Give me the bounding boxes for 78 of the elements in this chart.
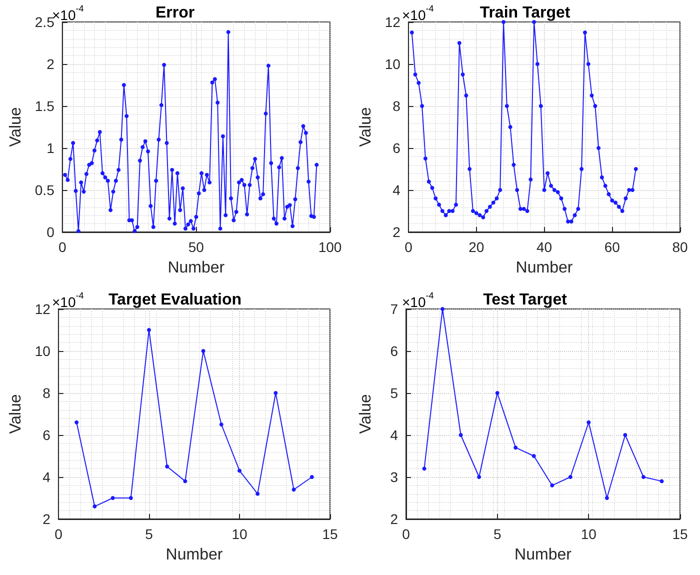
point [165,464,170,468]
y-tick-label: 4 [390,427,398,443]
y-axis-title: Value [358,394,374,434]
y-axis-title: Value [8,107,24,147]
chart-title: Target Evaluation [108,292,242,308]
x-tick-label: 50 [188,239,204,255]
y-tick-label: 2 [390,511,398,527]
y-tick-label: 8 [392,98,401,114]
point [641,475,646,479]
x-tick-label: 10 [232,526,248,542]
y-tick-label: 10 [34,343,51,359]
y-tick-label: 4 [392,182,401,198]
x-tick-label: 15 [322,526,338,542]
x-tick-label: 0 [404,239,413,255]
x-tick-label: 5 [493,526,502,542]
y-tick-label: 7 [390,301,398,317]
point [219,422,224,426]
y-tick-label: 1.5 [34,98,55,114]
y-axis-title: Value [8,394,24,434]
point [146,328,151,332]
y-tick-label: 12 [34,301,51,317]
point [568,475,572,479]
y-tick-label: 3 [390,469,398,485]
y-tick-label: 6 [390,343,398,359]
y-axis-title: Value [358,107,374,147]
y-tick-label: 12 [384,14,401,30]
y-tick-label: 0.5 [34,182,55,198]
point [256,492,260,496]
point [310,475,314,479]
point [495,391,500,395]
y-tick-label: 0 [46,224,55,240]
y-tick-label: 6 [392,140,401,156]
point [550,483,554,488]
y-tick-label: 8 [42,385,51,401]
y-tick-label: 10 [384,56,401,72]
point [660,479,664,484]
point [623,433,628,437]
point [128,496,133,500]
y-tick-label: 2 [46,56,55,72]
x-axis-title: Number [514,546,572,564]
point [514,446,518,450]
y-tick-label: 2 [392,224,401,240]
point [422,466,426,471]
chart-title: Error [155,4,195,22]
chart-title: Train Target [480,4,571,22]
y-tick-label: 4 [42,469,51,485]
point [92,504,97,508]
point [586,420,591,424]
y-tick-label: 2.5 [34,14,55,30]
chart-title: Test Target [483,292,568,308]
x-axis-title: Number [168,260,226,276]
x-axis-title: Number [166,546,224,564]
point [274,391,278,395]
point [458,433,463,437]
x-tick-label: 100 [318,239,342,255]
point [440,307,445,311]
x-axis-title: Number [516,260,574,276]
y-tick-label: 1 [46,140,55,156]
point [201,349,206,353]
point [604,496,609,500]
point [237,468,242,473]
point [110,496,115,500]
point [477,475,482,479]
point [74,420,79,424]
y-tick-label: 5 [390,385,398,401]
x-tick-label: 80 [672,239,688,255]
x-tick-label: 0 [58,239,66,255]
y-tick-label: 2 [42,511,51,527]
point [183,479,188,484]
x-tick-label: 60 [604,239,620,255]
point [292,488,296,492]
y-tick-label: 6 [42,427,51,443]
x-tick-label: 40 [536,239,552,255]
x-tick-label: 10 [580,526,597,542]
x-tick-label: 5 [145,526,154,542]
x-tick-label: 20 [468,239,484,255]
point [532,454,536,458]
x-tick-label: 15 [672,526,688,542]
